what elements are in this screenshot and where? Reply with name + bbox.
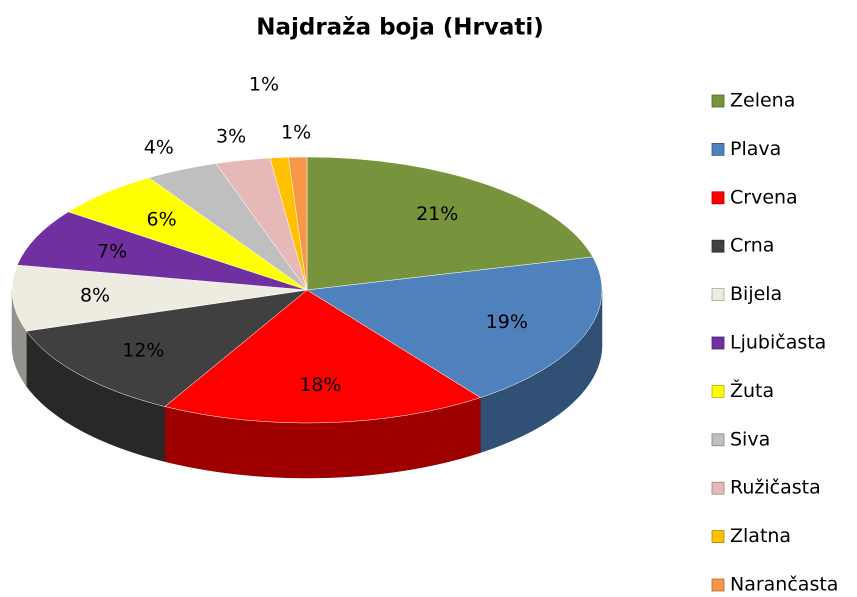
legend-swatch xyxy=(711,288,725,302)
data-label: 19% xyxy=(486,311,528,333)
data-label: 6% xyxy=(147,209,177,231)
legend-label: Bijela xyxy=(730,283,782,305)
data-label: 8% xyxy=(80,285,110,307)
legend-label: Ljubičasta xyxy=(730,332,826,354)
pie-slice xyxy=(306,156,594,291)
legend-swatch xyxy=(711,336,725,350)
data-label: 21% xyxy=(416,203,458,225)
legend-swatch xyxy=(711,142,725,156)
data-label: 1% xyxy=(281,122,311,144)
pie-slice xyxy=(306,256,603,398)
legend-swatch xyxy=(711,481,725,495)
legend-swatch xyxy=(711,530,725,543)
legend-label: Plava xyxy=(730,138,781,160)
data-label: 3% xyxy=(216,125,246,147)
pie-slice xyxy=(25,289,308,407)
data-label: 12% xyxy=(122,340,164,362)
pie-slice xyxy=(16,211,308,291)
chart-title: Najdraža boja (Hrvati) xyxy=(256,15,544,41)
data-label: 7% xyxy=(97,240,127,262)
legend-label: Zlatna xyxy=(730,525,791,547)
legend-swatch xyxy=(711,384,725,398)
pie-slice xyxy=(11,264,308,332)
legend-swatch xyxy=(711,433,725,447)
legend-label: Zelena xyxy=(730,90,795,112)
legend-label: Siva xyxy=(730,428,770,450)
data-label: 18% xyxy=(299,374,341,396)
data-label: 1% xyxy=(249,73,279,95)
legend-swatch xyxy=(711,578,725,592)
legend-label: Narančasta xyxy=(730,574,838,596)
pie-slice xyxy=(164,289,481,424)
pie-slice xyxy=(288,156,308,291)
legend-label: Crvena xyxy=(730,186,798,208)
legend-label: Ružičasta xyxy=(730,477,821,499)
data-label: 4% xyxy=(144,136,174,158)
legend-label: Žuta xyxy=(730,379,774,402)
legend-swatch xyxy=(711,239,725,253)
legend-swatch xyxy=(711,94,725,108)
legend-label: Crna xyxy=(730,235,774,257)
legend-swatch xyxy=(711,191,725,205)
